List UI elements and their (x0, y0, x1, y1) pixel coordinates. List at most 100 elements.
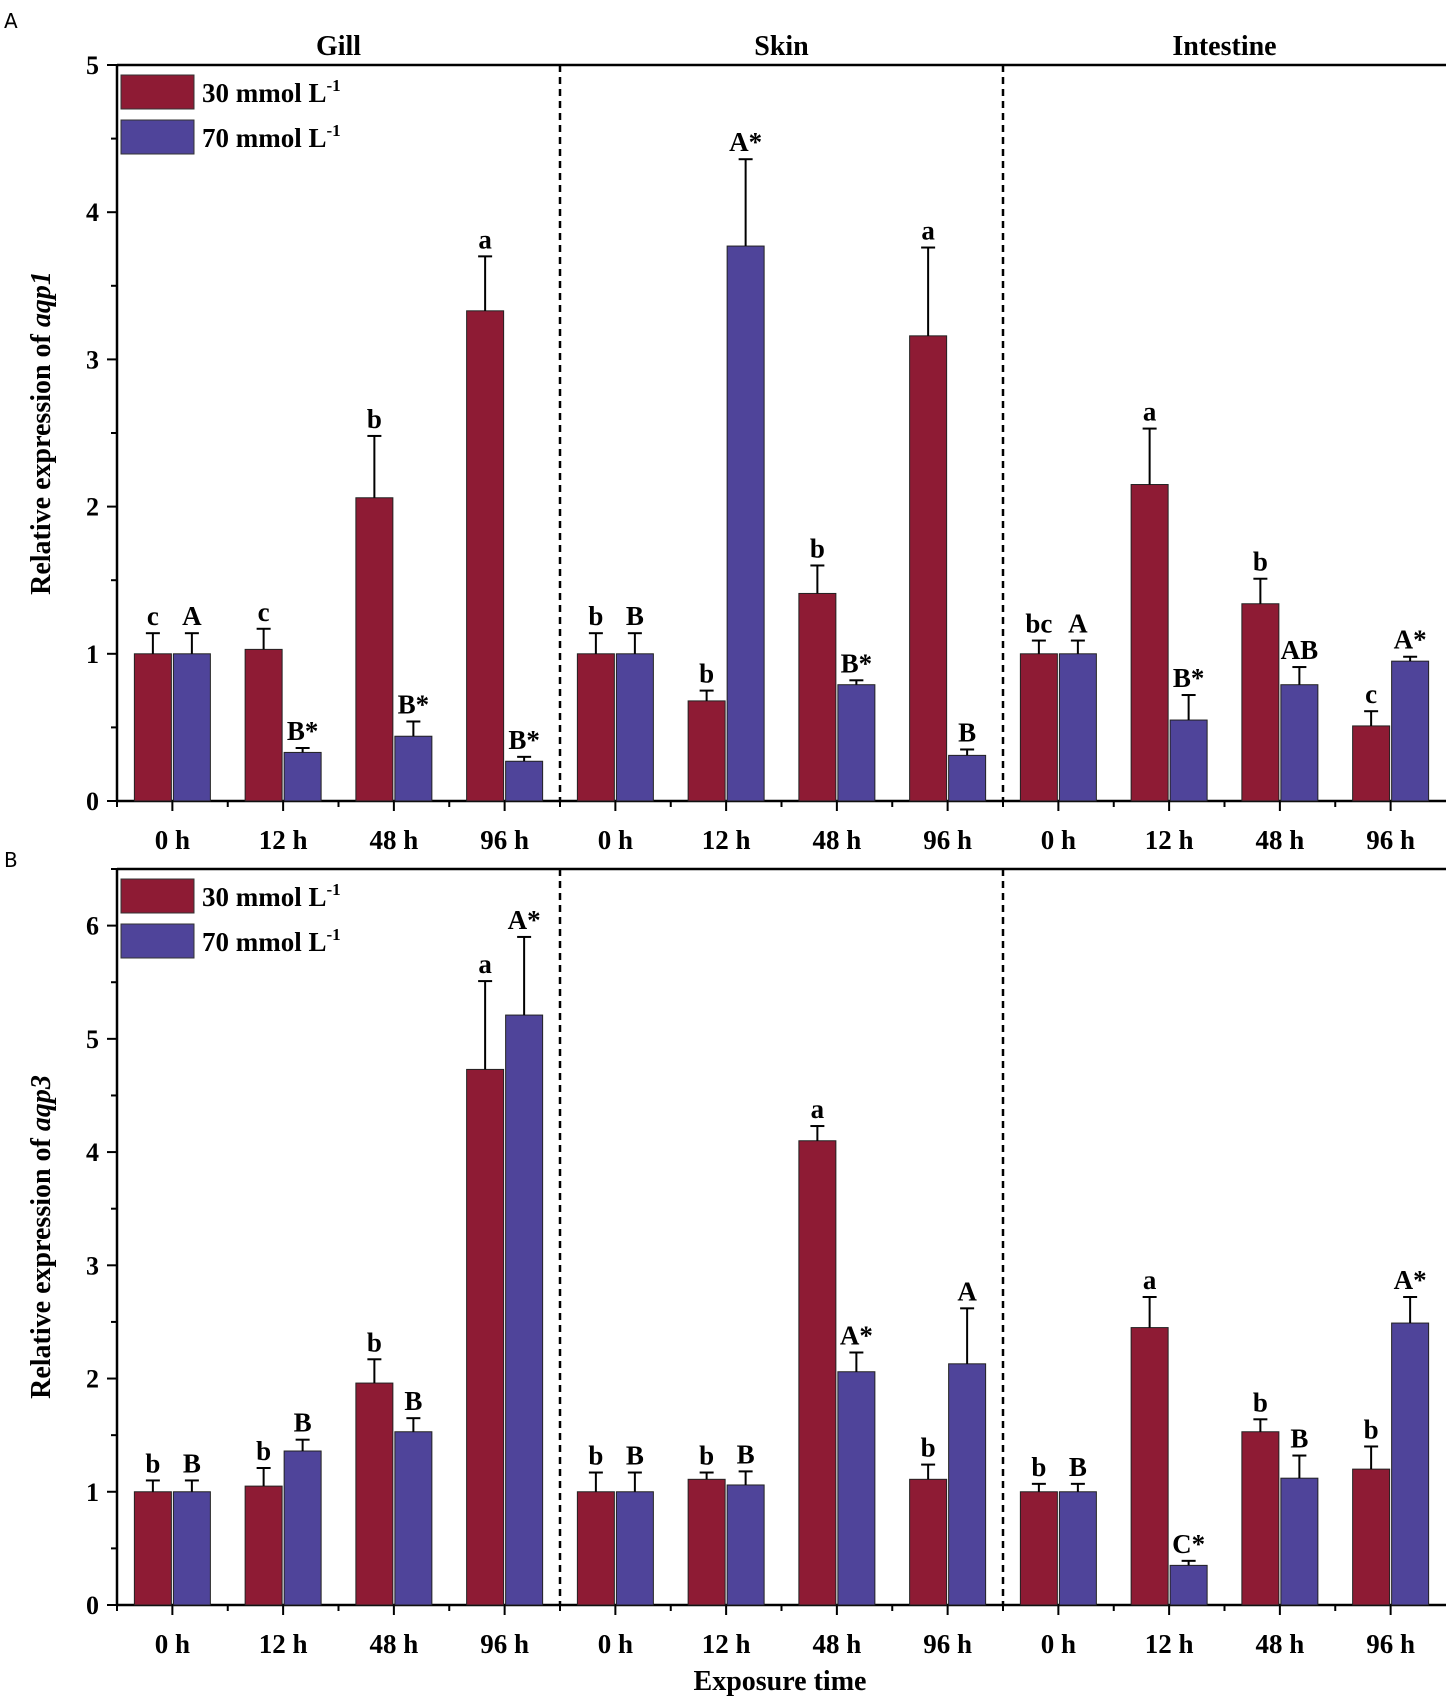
significance-label: b (588, 1441, 603, 1471)
bar-30mmol (133, 653, 172, 802)
y-tick-label: 0 (86, 787, 99, 816)
bar-30mmol (1019, 653, 1058, 802)
legend-label-30: 30 mmol L-1 (202, 880, 341, 912)
bar-70mmol (1391, 1322, 1430, 1606)
x-tick-label: 96 h (1366, 825, 1415, 855)
bar-30mmol (687, 1478, 726, 1606)
significance-label: bc (1025, 609, 1052, 639)
significance-label: a (811, 1094, 825, 1124)
bar-70mmol (1391, 660, 1430, 802)
significance-label: b (1253, 547, 1268, 577)
legend-superscript: -1 (327, 76, 341, 95)
bar-70mmol (1058, 653, 1097, 802)
bar-70mmol (172, 1491, 211, 1606)
panel-b-label: B (4, 848, 18, 872)
bar-70mmol (726, 245, 765, 802)
group-title: Gill (316, 31, 361, 62)
significance-label: A* (508, 905, 541, 935)
significance-label: b (810, 533, 825, 563)
significance-label: b (1364, 1414, 1379, 1444)
legend-label-text: 70 mmol L (202, 123, 327, 153)
x-tick-label: 12 h (259, 825, 308, 855)
bar-70mmol (172, 653, 211, 802)
bar-70mmol (837, 1371, 876, 1606)
bar-70mmol (1280, 1477, 1319, 1606)
significance-label: B* (287, 716, 319, 746)
significance-label: b (921, 1433, 936, 1463)
panel-a: A 0 1 2 3 4 5 Relative expression of aqp1 0 h 12… (4, 9, 1446, 855)
bar-70mmol (505, 1014, 544, 1606)
x-tick-label: 12 h (1145, 825, 1194, 855)
x-tick-label: 96 h (923, 825, 972, 855)
x-tick-label: 0 h (155, 1629, 190, 1659)
significance-label: B (183, 1448, 201, 1478)
y-tick-label: 1 (86, 1478, 99, 1507)
x-tick-label: 0 h (1041, 1629, 1076, 1659)
significance-label: B (626, 601, 644, 631)
significance-label: B* (1173, 663, 1205, 693)
x-tick-label: 96 h (480, 825, 529, 855)
y-tick-label: 4 (86, 198, 99, 227)
significance-label: A* (840, 1320, 873, 1350)
significance-label: B (1290, 1424, 1308, 1454)
significance-label: c (147, 601, 159, 631)
panel-b: B 0 1 2 3 4 5 6 Relative expression of aqp3 0 h 1… (4, 848, 1446, 1696)
bar-70mmol (1169, 719, 1208, 802)
bar-70mmol (394, 735, 433, 802)
bar-30mmol (1241, 603, 1280, 802)
x-tick-label: 0 h (598, 825, 633, 855)
x-tick-label: 96 h (1366, 1629, 1415, 1659)
significance-label: b (588, 601, 603, 631)
significance-label: B (404, 1386, 422, 1416)
x-tick-label: 48 h (1255, 825, 1304, 855)
panel-a-legend: 30 mmol L-170 mmol L-1 (120, 74, 341, 155)
y-tick-label: 2 (86, 1365, 99, 1394)
bar-70mmol (283, 1450, 322, 1606)
significance-label: b (145, 1448, 160, 1478)
x-tick-label: 12 h (702, 1629, 751, 1659)
x-tick-label: 0 h (155, 825, 190, 855)
bar-30mmol (1352, 1468, 1391, 1606)
significance-label: c (1365, 679, 1377, 709)
legend-label-text: 30 mmol L (202, 882, 327, 912)
x-tick-label: 12 h (702, 825, 751, 855)
bar-70mmol (1280, 684, 1319, 802)
x-tick-label: 12 h (259, 1629, 308, 1659)
bar-30mmol (1019, 1491, 1058, 1606)
bar-70mmol (726, 1484, 765, 1606)
x-tick-label: 0 h (598, 1629, 633, 1659)
bar-70mmol (948, 1363, 987, 1606)
significance-label: B (958, 717, 976, 747)
y-axis-title: Relative expression of aqp1 (26, 271, 57, 595)
legend-swatch-70 (120, 119, 195, 155)
significance-label: B* (841, 648, 873, 678)
x-tick-label: 48 h (812, 825, 861, 855)
bar-30mmol (909, 1478, 948, 1606)
y-axis-title: Relative expression of aqp3 (26, 1075, 57, 1399)
bar-30mmol (1130, 484, 1169, 802)
significance-label: A* (1394, 1265, 1427, 1295)
significance-label: A* (1394, 625, 1427, 655)
significance-label: b (1031, 1452, 1046, 1482)
y-tick-label: 2 (86, 493, 99, 522)
significance-label: AB (1281, 635, 1319, 665)
significance-label: b (367, 404, 382, 434)
bar-70mmol (837, 684, 876, 802)
bar-70mmol (615, 653, 654, 802)
bar-30mmol (576, 653, 615, 802)
significance-label: a (1143, 1265, 1157, 1295)
bar-70mmol (283, 751, 322, 802)
significance-label: B* (398, 690, 430, 720)
bar-30mmol (798, 1140, 837, 1606)
group-title: Intestine (1172, 31, 1276, 62)
y-tick-label: 0 (86, 1591, 99, 1620)
legend-label-text: 30 mmol L (202, 78, 327, 108)
significance-label: C* (1172, 1529, 1205, 1559)
bar-30mmol (1352, 725, 1391, 802)
significance-label: A (1068, 609, 1088, 639)
significance-label: B (1069, 1452, 1087, 1482)
x-tick-label: 12 h (1145, 1629, 1194, 1659)
x-tick-label: 48 h (1255, 1629, 1304, 1659)
y-axis-title-prefix: Relative expression of (26, 1131, 57, 1399)
